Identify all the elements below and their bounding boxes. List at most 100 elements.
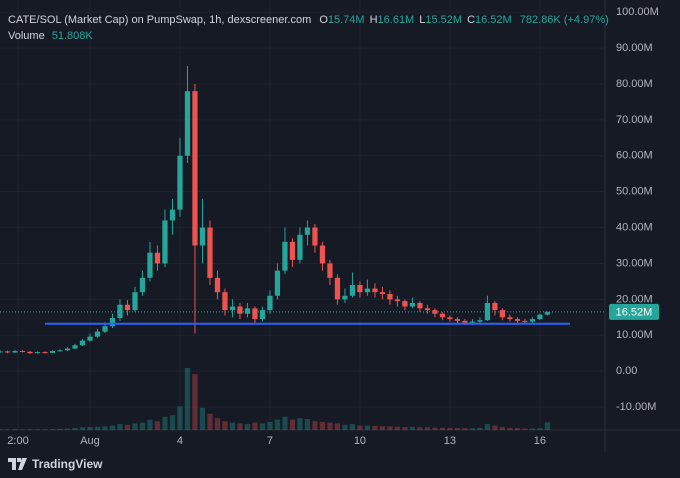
candle-body — [439, 313, 446, 318]
volume-bar — [477, 427, 483, 430]
candle-body — [19, 351, 26, 353]
volume-bar — [364, 425, 371, 430]
volume-bar — [282, 416, 288, 430]
candle-body — [454, 319, 461, 321]
candle-body — [42, 352, 48, 354]
ohlc-key: L — [419, 14, 426, 26]
y-tick-label: 30.00M — [616, 257, 653, 269]
volume-label: Volume — [8, 30, 45, 42]
volume-bar — [544, 422, 551, 430]
volume-bar — [229, 422, 236, 430]
x-tick-label: 4 — [177, 435, 183, 447]
volume-bar — [274, 419, 281, 430]
volume-bar — [357, 425, 363, 430]
candle-body — [244, 308, 251, 314]
volume-bar — [394, 426, 401, 430]
candle-body — [162, 220, 168, 264]
volume-bar — [529, 428, 536, 430]
candle-body — [139, 277, 146, 293]
candle-body — [477, 320, 483, 322]
candle-body — [34, 352, 41, 354]
volume-bar — [64, 428, 71, 430]
volume-bar — [184, 368, 191, 430]
volume-bar — [117, 424, 123, 430]
candle-body — [27, 351, 33, 354]
brand: TradingView — [8, 457, 102, 471]
candle-body — [192, 91, 198, 246]
volume-bar — [237, 423, 243, 430]
candle-body — [417, 302, 423, 309]
candle-body — [402, 301, 408, 307]
x-tick-label: 16 — [534, 435, 546, 447]
volume-bar — [57, 428, 63, 430]
candle-body — [169, 209, 176, 221]
candle-body — [357, 284, 363, 293]
x-tick-label: 7 — [267, 435, 273, 447]
x-tick-label: Aug — [80, 435, 100, 447]
candle-body — [514, 319, 521, 321]
y-tick-label: -10.00M — [616, 401, 656, 413]
candle-body — [222, 292, 228, 311]
candle-body — [57, 350, 63, 352]
brand-text: TradingView — [32, 457, 103, 471]
volume-bar — [42, 429, 48, 430]
candle-body — [199, 227, 206, 246]
candle-body — [372, 288, 378, 293]
volume-bar — [304, 418, 311, 430]
candle-body — [267, 295, 273, 311]
volume-bar — [252, 422, 258, 430]
y-tick-label: 70.00M — [616, 114, 653, 126]
y-tick-label: 0.00 — [616, 365, 637, 377]
candle-body — [12, 351, 18, 353]
candle-body — [409, 302, 416, 307]
volume-bar — [4, 429, 11, 430]
volume-bar — [349, 424, 356, 430]
candle-body — [462, 320, 468, 323]
candle-body — [349, 284, 356, 296]
volume-bar — [244, 424, 251, 430]
volume-bar — [154, 421, 161, 430]
volume-bar — [109, 425, 116, 430]
volume-bar — [267, 421, 273, 430]
volume-bar — [49, 429, 56, 430]
candle-body — [507, 317, 513, 320]
volume-bar — [207, 413, 213, 430]
chart-header: CATE/SOL (Market Cap) on PumpSwap, 1h, d… — [8, 14, 609, 26]
x-tick-label: 10 — [354, 435, 366, 447]
ohlc-value: 16.61M — [377, 14, 415, 26]
ohlc-value: 15.74M — [327, 14, 365, 26]
candle-body — [424, 308, 431, 311]
candle-body — [447, 317, 453, 320]
volume-bar — [522, 428, 528, 430]
candle-body — [0, 351, 3, 353]
volume-bar — [379, 426, 386, 430]
volume-bar — [312, 421, 318, 430]
ohlc-key: O — [319, 14, 328, 26]
ohlc-key: H — [369, 14, 378, 26]
volume-bar — [19, 429, 26, 430]
volume-bar — [132, 423, 138, 430]
candle-body — [64, 348, 71, 351]
candle-body — [529, 319, 536, 322]
volume-bar — [432, 427, 438, 430]
x-tick-label: 13 — [444, 435, 456, 447]
candle-body — [492, 302, 498, 311]
y-tick-label: 80.00M — [616, 78, 653, 90]
volume-bar — [462, 428, 468, 430]
ohlc-value: 15.52M — [425, 14, 463, 26]
volume-bar — [499, 427, 506, 430]
volume-bar — [537, 428, 543, 430]
candle-body — [102, 326, 108, 332]
candle-body — [154, 252, 161, 264]
candle-body — [282, 241, 288, 271]
candle-body — [147, 252, 153, 278]
volume-value: 51.808K — [51, 30, 93, 42]
candle-body — [469, 321, 476, 323]
volume-bar — [79, 427, 86, 430]
candle-body — [379, 292, 386, 294]
candle-body — [499, 310, 506, 318]
candle-body — [297, 234, 303, 260]
candle-body — [304, 227, 311, 235]
